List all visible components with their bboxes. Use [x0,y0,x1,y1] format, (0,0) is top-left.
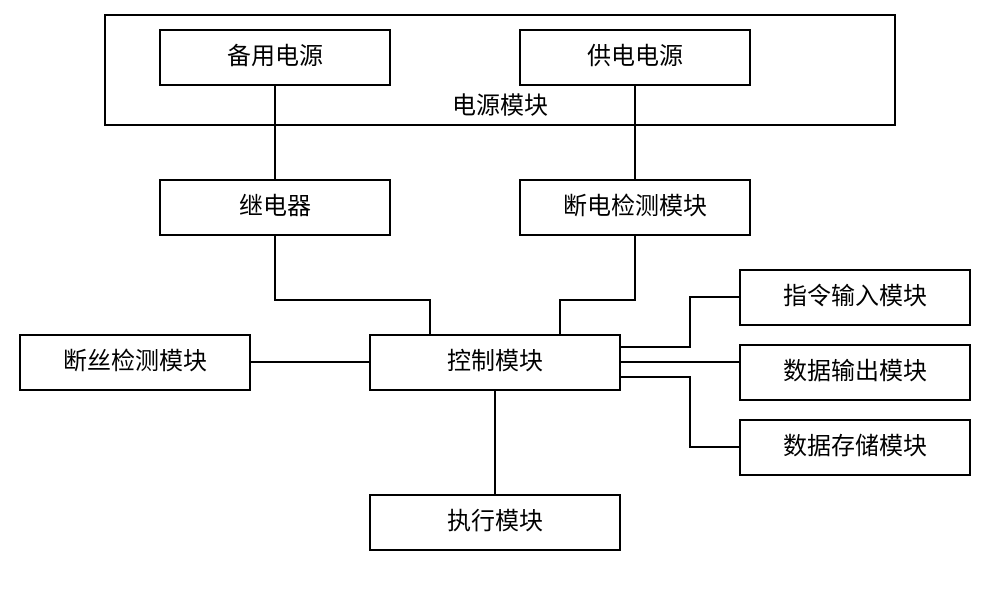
label-wire_break_detect: 断丝检测模块 [63,348,207,375]
label-cmd_input: 指令输入模块 [783,283,927,310]
label-power_off_detect: 断电检测模块 [563,193,707,220]
system-block-diagram: 电源模块 备用电源 供电电源继电器 断电检测模块断丝检测模块 控制模块 指令输入模块数据输… [0,0,1000,604]
label-exec_module: 执行模块 [447,508,543,535]
label-relay: 继电器 [239,193,311,220]
edge-control_module-data_storage [620,377,740,447]
label-data_storage: 数据存储模块 [783,433,927,460]
edge-relay-control_module [275,235,430,335]
label-control_module: 控制模块 [447,348,543,375]
label-backup_power: 备用电源 [227,43,323,70]
label-data_output: 数据输出模块 [783,358,927,385]
edge-control_module-cmd_input [620,297,740,347]
edge-power_off_detect-control_module [560,235,635,335]
label-power_module_frame: 电源模块 [452,93,548,120]
label-supply_power: 供电电源 [587,43,683,70]
